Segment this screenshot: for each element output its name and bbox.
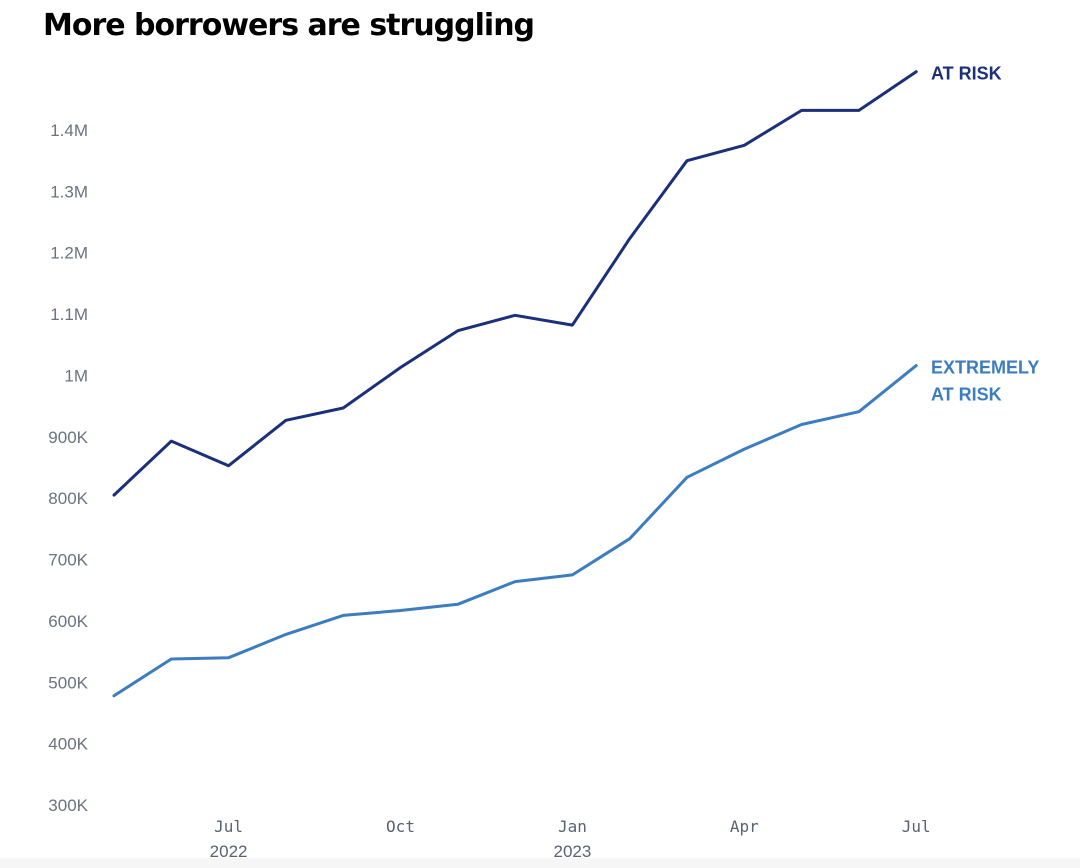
y-tick-label: 1.4M (50, 121, 88, 140)
y-tick-label: 600K (48, 612, 88, 631)
y-tick-label: 800K (48, 489, 88, 508)
y-tick-label: 300K (48, 796, 88, 815)
x-tick-label: Jul (214, 817, 243, 836)
x-tick-year-label: 2023 (553, 842, 591, 861)
series-label: EXTREMELY (931, 358, 1039, 378)
y-tick-label: 1.1M (50, 305, 88, 324)
x-tick-year-label: 2022 (210, 842, 248, 861)
series-line-1 (112, 364, 918, 698)
x-axis: Jul 2022 Oct Jan 2023 Apr Jul (210, 817, 931, 861)
y-tick-label: 1M (64, 366, 88, 385)
y-tick-label: 1.3M (50, 182, 88, 201)
y-tick-label: 500K (48, 673, 88, 692)
series-labels: AT RISK EXTREMELY AT RISK (931, 64, 1039, 405)
y-axis: 300K 400K 500K 600K 700K 800K 900K 1M 1.1M 1.2M 1.… (48, 121, 88, 815)
series-lines (112, 70, 918, 698)
x-tick-label: Oct (386, 817, 415, 836)
series-label: AT RISK (931, 64, 1002, 84)
x-tick-label: Jul (902, 817, 931, 836)
y-tick-label: 1.2M (50, 244, 88, 263)
series-label: AT RISK (931, 385, 1002, 405)
footer-strip (0, 858, 1080, 868)
y-tick-label: 900K (48, 428, 88, 447)
x-tick-label: Apr (730, 817, 759, 836)
chart-title: More borrowers are struggling (43, 8, 535, 43)
y-tick-label: 700K (48, 551, 88, 570)
series-line-0 (112, 70, 918, 497)
x-tick-label: Jan (558, 817, 587, 836)
y-tick-label: 400K (48, 735, 88, 754)
